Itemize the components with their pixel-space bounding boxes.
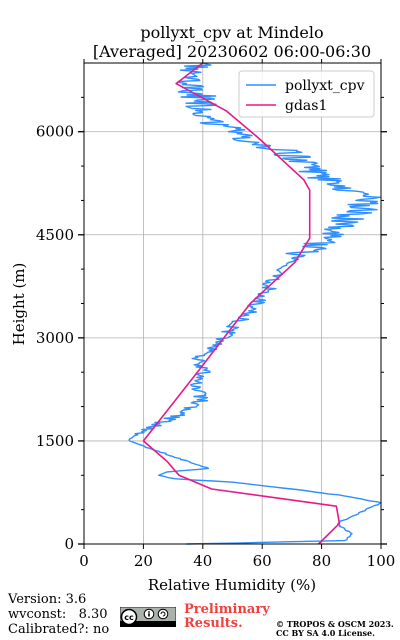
x-tick-label: 80 bbox=[312, 552, 331, 570]
x-tick-label: 40 bbox=[193, 552, 212, 570]
grid bbox=[84, 63, 381, 544]
y-tick-label: 1500 bbox=[36, 432, 74, 450]
version-text: Version: 3.6 bbox=[8, 592, 87, 607]
series-line-gdas1 bbox=[142, 62, 341, 545]
y-axis-label: Height (m) bbox=[10, 263, 28, 346]
x-tick-label: 100 bbox=[367, 552, 396, 570]
legend-label-gdas1: gdas1 bbox=[285, 98, 327, 114]
chart-subtitle: [Averaged] 20230602 06:00-06:30 bbox=[93, 42, 371, 61]
calibrated-text: Calibrated?: no bbox=[8, 622, 110, 637]
svg-text:cc: cc bbox=[124, 613, 134, 622]
x-tick-label: 60 bbox=[253, 552, 272, 570]
y-tick-label: 6000 bbox=[36, 123, 74, 141]
series-gdas1 bbox=[142, 62, 341, 545]
preliminary-line-1: Preliminary bbox=[184, 602, 270, 617]
y-tick-label: 0 bbox=[64, 535, 74, 553]
x-tick-label: 20 bbox=[134, 552, 153, 570]
legend-label-pollyxt: pollyxt_cpv bbox=[285, 78, 365, 94]
legend: pollyxt_cpv gdas1 bbox=[238, 70, 375, 118]
ticks: 0 20 40 60 80 100 0 1500 3000 4500 6000 bbox=[36, 59, 396, 570]
series-layer bbox=[128, 62, 382, 545]
y-tick-label: 4500 bbox=[36, 226, 74, 244]
chart: pollyxt_cpv at Mindelo [Averaged] 202306… bbox=[10, 23, 396, 594]
wvconst-text: wvconst: 8.30 bbox=[8, 607, 108, 622]
x-axis-label: Relative Humidity (%) bbox=[148, 576, 316, 594]
copyright-line-2: CC BY SA 4.0 License. bbox=[276, 628, 375, 638]
preliminary-results-notice: Preliminary Results. bbox=[184, 603, 270, 631]
chart-title: pollyxt_cpv at Mindelo bbox=[140, 23, 323, 42]
plot-frame bbox=[83, 62, 382, 545]
copyright-line-1: © TROPOS & OSCM 2023. bbox=[276, 619, 394, 629]
x-tick-label: 0 bbox=[79, 552, 89, 570]
copyright-notice: © TROPOS & OSCM 2023. CC BY SA 4.0 Licen… bbox=[276, 620, 394, 638]
y-tick-label: 3000 bbox=[36, 329, 74, 347]
cc-by-sa-logo-icon: cc bbox=[120, 607, 176, 627]
preliminary-line-2: Results. bbox=[184, 616, 243, 631]
